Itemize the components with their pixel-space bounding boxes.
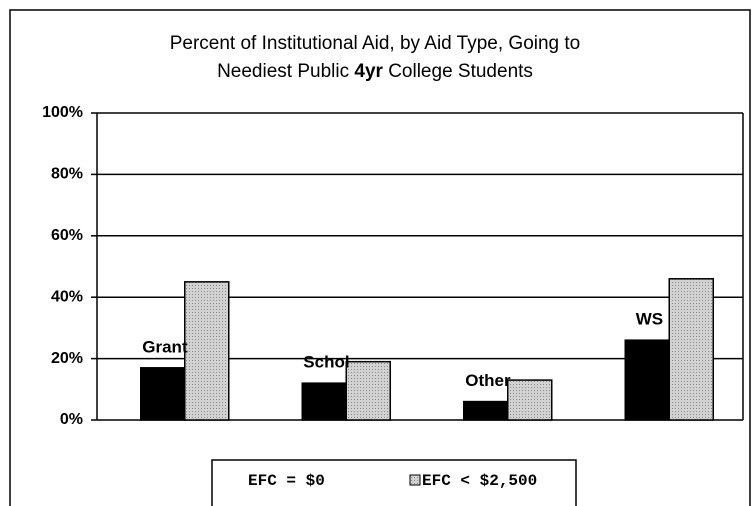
bar — [624, 339, 670, 421]
bar — [507, 379, 553, 421]
legend-label: EFC < $2,500 — [422, 472, 537, 490]
legend-swatch — [409, 474, 421, 486]
chart-frame — [9, 9, 751, 506]
bar — [668, 278, 714, 421]
category-label: Other — [465, 371, 511, 390]
y-tick-label: 60% — [51, 227, 83, 244]
y-tick-label: 100% — [42, 104, 83, 121]
bar — [301, 382, 347, 421]
title-part: 4yr — [354, 61, 383, 82]
y-tick-label: 40% — [51, 288, 83, 305]
bar — [184, 281, 230, 421]
y-tick-label: 20% — [51, 350, 83, 367]
y-tick-label: 0% — [60, 411, 83, 428]
legend-label: EFC = $0 — [248, 472, 325, 490]
category-label: Schol — [303, 353, 349, 372]
y-tick-label: 80% — [51, 166, 83, 183]
bar — [463, 400, 509, 421]
chart-title: Percent of Institutional Aid, by Aid Typ… — [170, 33, 581, 54]
category-label: WS — [636, 310, 663, 329]
bar — [345, 360, 391, 421]
legend — [211, 459, 577, 506]
bar — [140, 367, 186, 421]
title-part: College Students — [388, 61, 533, 82]
chart-title: Neediest Public 4yr College Students — [217, 61, 533, 82]
category-label: Grant — [142, 337, 188, 356]
title-part: Neediest Public — [217, 61, 349, 82]
